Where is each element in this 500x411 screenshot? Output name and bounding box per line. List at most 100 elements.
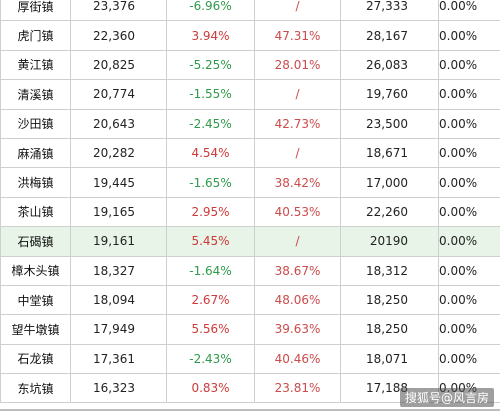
share-cell: 47.31% [254, 20, 341, 51]
town-name-cell: 洪梅镇 [0, 167, 71, 198]
previous-value-cell: 17,000 [340, 167, 439, 198]
growth-rate-cell: 2.95% [166, 196, 255, 228]
population-cell: 17,361 [70, 343, 167, 375]
percent-cell: 0.00% [438, 196, 500, 228]
population-cell: 17,949 [70, 314, 167, 345]
share-cell: 38.42% [254, 167, 341, 198]
population-cell: 20,825 [70, 49, 167, 81]
town-name-cell: 厚街镇 [0, 0, 71, 22]
table-row: 虎门镇 22,360 3.94% 47.31% 28,167 0.00% [0, 20, 500, 51]
share-cell: 28.01% [254, 49, 341, 81]
population-cell: 22,360 [70, 20, 167, 51]
growth-rate-cell: 5.56% [166, 314, 255, 345]
town-name-cell: 黄江镇 [0, 49, 71, 81]
share-cell: 38.67% [254, 255, 341, 286]
previous-value-cell: 18,671 [340, 137, 439, 169]
table-row: 望牛墩镇 17,949 5.56% 39.63% 18,250 0.00% [0, 314, 500, 345]
percent-cell: 0.00% [438, 49, 500, 81]
growth-rate-cell: -2.43% [166, 343, 255, 375]
share-cell: / [254, 79, 341, 110]
population-cell: 16,323 [70, 373, 167, 404]
percent-cell: 0.00% [438, 108, 500, 139]
share-cell: / [254, 137, 341, 169]
previous-value-cell: 18,312 [340, 255, 439, 286]
population-cell: 18,094 [70, 284, 167, 316]
town-name-cell: 茶山镇 [0, 196, 71, 228]
town-name-cell: 石碣镇 [0, 226, 71, 257]
table-row: 厚街镇 23,376 -6.96%/27,333 0.00% [0, 0, 500, 22]
growth-rate-cell: -6.96% [166, 0, 255, 22]
table-row: 石龙镇 17,361 -2.43% 40.46% 18,071 0.00% [0, 343, 500, 375]
town-name-cell: 石龙镇 [0, 343, 71, 375]
table-row: 中堂镇 18,094 2.67% 48.06% 18,250 0.00% [0, 284, 500, 316]
previous-value-cell: 18,071 [340, 343, 439, 375]
previous-value-cell: 19,760 [340, 79, 439, 110]
previous-value-cell: 22,260 [340, 196, 439, 228]
table-row: 茶山镇 19,165 2.95% 40.53% 22,260 0.00% [0, 196, 500, 228]
share-cell: / [254, 0, 341, 22]
town-name-cell: 樟木头镇 [0, 255, 71, 286]
previous-value-cell: 28,167 [340, 20, 439, 51]
town-name-cell: 虎门镇 [0, 20, 71, 51]
population-cell: 18,327 [70, 255, 167, 286]
table-row: 清溪镇 20,774 -1.55%/19,760 0.00% [0, 79, 500, 110]
town-name-cell: 望牛墩镇 [0, 314, 71, 345]
growth-rate-cell: -1.65% [166, 167, 255, 198]
town-name-cell: 清溪镇 [0, 79, 71, 110]
growth-rate-cell: -1.64% [166, 255, 255, 286]
growth-rate-cell: 0.83% [166, 373, 255, 404]
percent-cell: 0.00% [438, 20, 500, 51]
share-cell: 42.73% [254, 108, 341, 139]
percent-cell: 0.00% [438, 284, 500, 316]
share-cell: 40.46% [254, 343, 341, 375]
growth-rate-cell: 2.67% [166, 284, 255, 316]
previous-value-cell: 23,500 [340, 108, 439, 139]
table-row: 石碣镇 19,161 5.45%/20190 0.00% [0, 226, 500, 257]
town-name-cell: 东坑镇 [0, 373, 71, 404]
table-row: 洪梅镇 19,445 -1.65% 38.42% 17,000 0.00% [0, 167, 500, 198]
growth-rate-cell: 5.45% [166, 226, 255, 257]
share-cell: / [254, 226, 341, 257]
previous-value-cell: 26,083 [340, 49, 439, 81]
percent-cell: 0.00% [438, 137, 500, 169]
percent-cell: 0.00% [438, 314, 500, 345]
previous-value-cell: 20190 [340, 226, 439, 257]
population-cell: 23,376 [70, 0, 167, 22]
table-row: 黄江镇 20,825 -5.25% 28.01% 26,083 0.00% [0, 49, 500, 81]
bottom-border [0, 409, 500, 411]
percent-cell: 0.00% [438, 255, 500, 286]
population-cell: 19,445 [70, 167, 167, 198]
table-row: 沙田镇 20,643 -2.45% 42.73% 23,500 0.00% [0, 108, 500, 139]
previous-value-cell: 18,250 [340, 314, 439, 345]
population-cell: 20,282 [70, 137, 167, 169]
percent-cell: 0.00% [438, 226, 500, 257]
town-name-cell: 中堂镇 [0, 284, 71, 316]
share-cell: 40.53% [254, 196, 341, 228]
growth-rate-cell: 3.94% [166, 20, 255, 51]
table-row: 麻涌镇 20,282 4.54%/18,671 0.00% [0, 137, 500, 169]
percent-cell: 0.00% [438, 343, 500, 375]
percent-cell: 0.00% [438, 79, 500, 110]
watermark: 搜狐号@风言房 [399, 388, 494, 407]
percent-cell: 0.00% [438, 167, 500, 198]
table-row: 樟木头镇 18,327 -1.64% 38.67% 18,312 0.00% [0, 255, 500, 286]
previous-value-cell: 18,250 [340, 284, 439, 316]
population-cell: 19,165 [70, 196, 167, 228]
share-cell: 23.81% [254, 373, 341, 404]
population-cell: 20,774 [70, 79, 167, 110]
growth-rate-cell: 4.54% [166, 137, 255, 169]
town-name-cell: 沙田镇 [0, 108, 71, 139]
growth-rate-cell: -2.45% [166, 108, 255, 139]
share-cell: 39.63% [254, 314, 341, 345]
growth-rate-cell: -1.55% [166, 79, 255, 110]
growth-rate-cell: -5.25% [166, 49, 255, 81]
town-name-cell: 麻涌镇 [0, 137, 71, 169]
population-cell: 19,161 [70, 226, 167, 257]
share-cell: 48.06% [254, 284, 341, 316]
population-cell: 20,643 [70, 108, 167, 139]
percent-cell: 0.00% [438, 0, 500, 22]
